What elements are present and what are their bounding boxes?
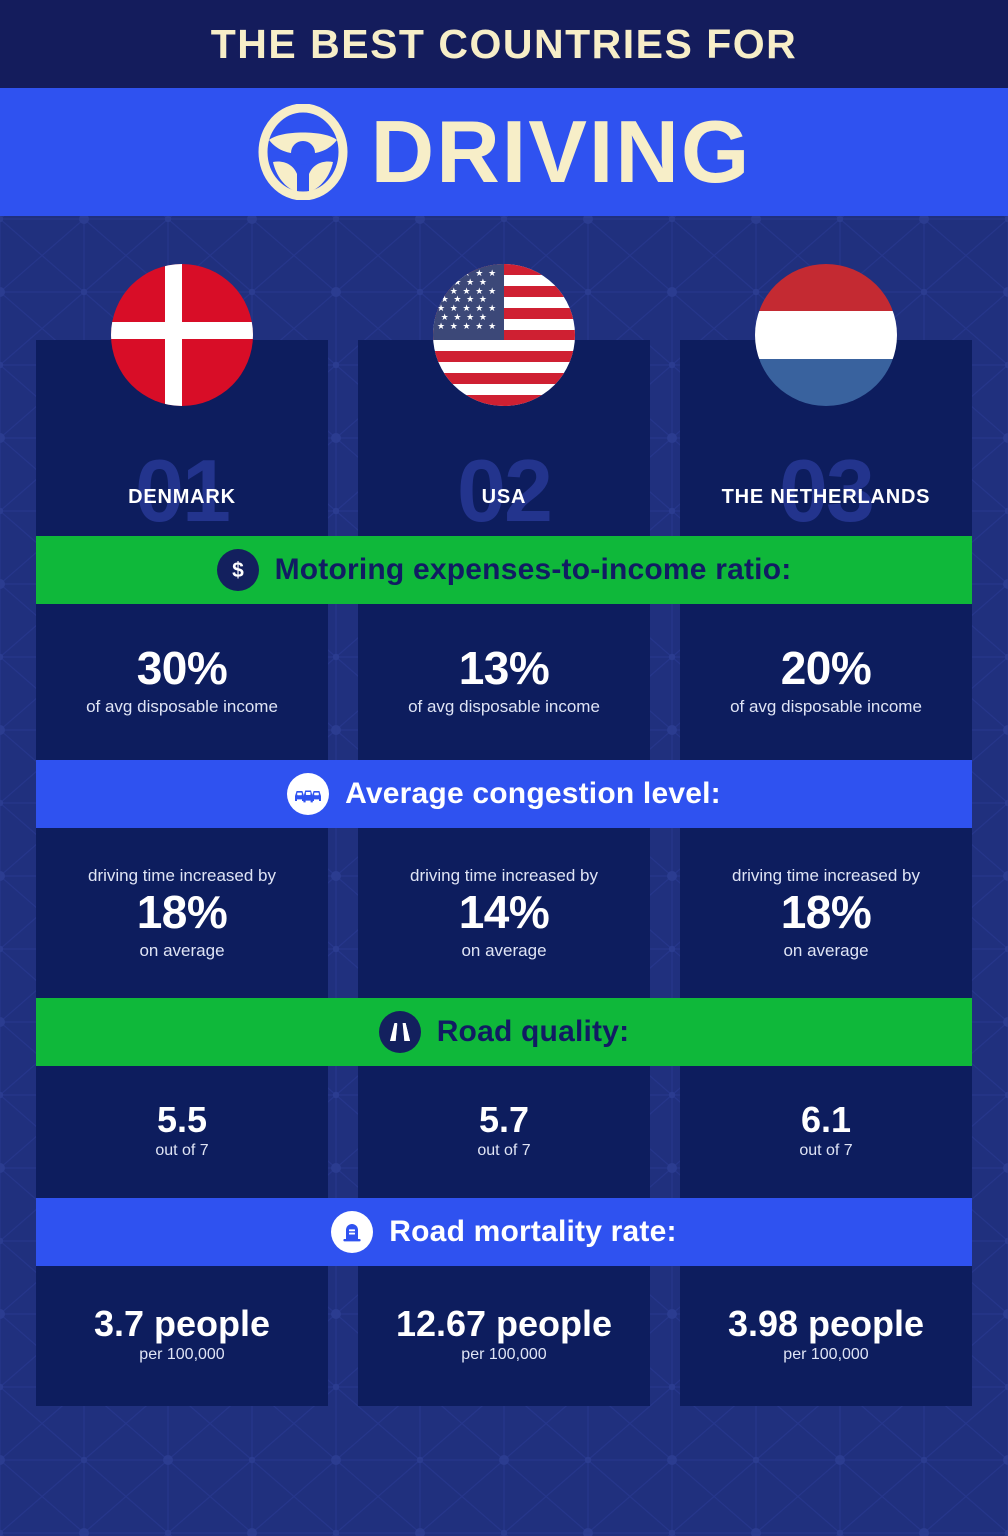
header-title-band: DRIVING: [0, 88, 1008, 216]
rank-watermark-netherlands: 03: [779, 441, 875, 540]
value-cell-denmark-expenses: 30% of avg disposable income: [36, 604, 328, 760]
country-usa: ★ ★ ★ ★ ★ ★ ★ ★ ★ ★ ★ ★ ★ ★ ★ ★ ★ ★ ★ ★ ★ …: [358, 264, 650, 536]
value-cell-usa-congestion: driving time increased by 14% on average: [358, 828, 650, 998]
countries-row: 01 DENMARK ★ ★ ★ ★ ★ ★ ★ ★ ★ ★ ★ ★ ★ ★ ★ …: [36, 216, 972, 536]
section-banner-motoring-expenses: $ Motoring expenses-to-income ratio:: [36, 536, 972, 604]
value-denmark-road-quality: 5.5: [156, 1098, 208, 1140]
value-sub-usa-road-quality: out of 7: [477, 1142, 531, 1160]
value-denmark-expenses: 30%: [136, 642, 228, 695]
values-row-motoring-expenses: 30% of avg disposable income 13% of avg …: [36, 604, 972, 760]
rank-watermark-usa: 02: [457, 441, 553, 540]
values-row-road-quality: 5.5 out of 7 5.7 out of 7 6.1 out of 7: [36, 1066, 972, 1198]
values-row-road-mortality: 3.7 people per 100,000 12.67 people per …: [36, 1266, 972, 1406]
rank-watermark-denmark: 01: [135, 441, 231, 540]
section-title-road-mortality: Road mortality rate:: [389, 1215, 677, 1248]
value-netherlands-expenses: 20%: [780, 642, 872, 695]
value-denmark-congestion: 18%: [136, 886, 228, 939]
steering-wheel-icon: [258, 104, 348, 200]
dollar-sign-icon: $: [216, 549, 259, 591]
svg-text:$: $: [232, 559, 244, 582]
header-top-bar: THE BEST COUNTRIES FOR: [0, 0, 1008, 88]
section-banner-road-mortality: Road mortality rate:: [36, 1198, 972, 1266]
value-cell-denmark-road-mortality: 3.7 people per 100,000: [36, 1266, 328, 1406]
value-sub-usa-expenses: of avg disposable income: [408, 697, 600, 717]
value-sub-usa-road-mortality: per 100,000: [461, 1346, 547, 1364]
value-cell-usa-expenses: 13% of avg disposable income: [358, 604, 650, 760]
value-usa-expenses: 13%: [458, 642, 550, 695]
country-name-denmark: DENMARK: [128, 486, 236, 508]
value-sub-denmark-congestion: on average: [139, 940, 225, 960]
section-banner-congestion: Average congestion level:: [36, 760, 972, 828]
value-pre-denmark-congestion: driving time increased by: [87, 865, 277, 885]
value-sub-netherlands-expenses: of avg disposable income: [730, 697, 922, 717]
value-sub-netherlands-road-mortality: per 100,000: [783, 1346, 869, 1364]
value-usa-congestion: 14%: [458, 886, 550, 939]
tombstone-icon: [331, 1211, 374, 1253]
value-sub-netherlands-congestion: on average: [783, 940, 869, 960]
value-cell-usa-road-mortality: 12.67 people per 100,000: [358, 1266, 650, 1406]
values-row-congestion: driving time increased by 18% on average…: [36, 828, 972, 998]
section-title-congestion: Average congestion level:: [345, 777, 721, 810]
value-cell-netherlands-congestion: driving time increased by 18% on average: [680, 828, 972, 998]
value-netherlands-road-mortality: 3.98 people: [727, 1302, 925, 1344]
value-cell-netherlands-road-mortality: 3.98 people per 100,000: [680, 1266, 972, 1406]
value-sub-denmark-road-mortality: per 100,000: [139, 1346, 225, 1364]
netherlands-flag-icon: [755, 264, 897, 406]
country-denmark: 01 DENMARK: [36, 264, 328, 536]
value-sub-usa-congestion: on average: [461, 940, 547, 960]
value-sub-denmark-expenses: of avg disposable income: [86, 697, 278, 717]
value-netherlands-congestion: 18%: [780, 886, 872, 939]
section-title-road-quality: Road quality:: [436, 1015, 630, 1048]
country-name-netherlands: THE NETHERLANDS: [721, 486, 931, 508]
value-cell-netherlands-road-quality: 6.1 out of 7: [680, 1066, 972, 1198]
usa-flag-icon: ★ ★ ★ ★ ★ ★ ★ ★ ★ ★ ★ ★ ★ ★ ★ ★ ★ ★ ★ ★ ★ …: [433, 264, 575, 406]
country-name-usa: USA: [481, 486, 527, 508]
value-sub-netherlands-road-quality: out of 7: [799, 1142, 853, 1160]
value-cell-denmark-road-quality: 5.5 out of 7: [36, 1066, 328, 1198]
value-denmark-road-mortality: 3.7 people: [93, 1302, 271, 1344]
section-banner-road-quality: Road quality:: [36, 998, 972, 1066]
road-icon: [378, 1011, 421, 1053]
board: 01 DENMARK ★ ★ ★ ★ ★ ★ ★ ★ ★ ★ ★ ★ ★ ★ ★ …: [0, 216, 1008, 1447]
value-sub-denmark-road-quality: out of 7: [155, 1142, 209, 1160]
value-netherlands-road-quality: 6.1: [800, 1098, 852, 1140]
value-cell-netherlands-expenses: 20% of avg disposable income: [680, 604, 972, 760]
country-netherlands: 03 THE NETHERLANDS: [680, 264, 972, 536]
board-bottom-spacer: [36, 1406, 972, 1447]
value-usa-road-quality: 5.7: [478, 1098, 530, 1140]
value-pre-usa-congestion: driving time increased by: [409, 865, 599, 885]
header-title: DRIVING: [370, 102, 752, 201]
section-title-motoring-expenses: Motoring expenses-to-income ratio:: [274, 553, 792, 586]
value-usa-road-mortality: 12.67 people: [395, 1302, 613, 1344]
header-kicker: THE BEST COUNTRIES FOR: [210, 20, 798, 67]
traffic-cars-icon: [287, 773, 330, 815]
value-cell-denmark-congestion: driving time increased by 18% on average: [36, 828, 328, 998]
denmark-flag-icon: [111, 264, 253, 406]
value-pre-netherlands-congestion: driving time increased by: [731, 865, 921, 885]
value-cell-usa-road-quality: 5.7 out of 7: [358, 1066, 650, 1198]
